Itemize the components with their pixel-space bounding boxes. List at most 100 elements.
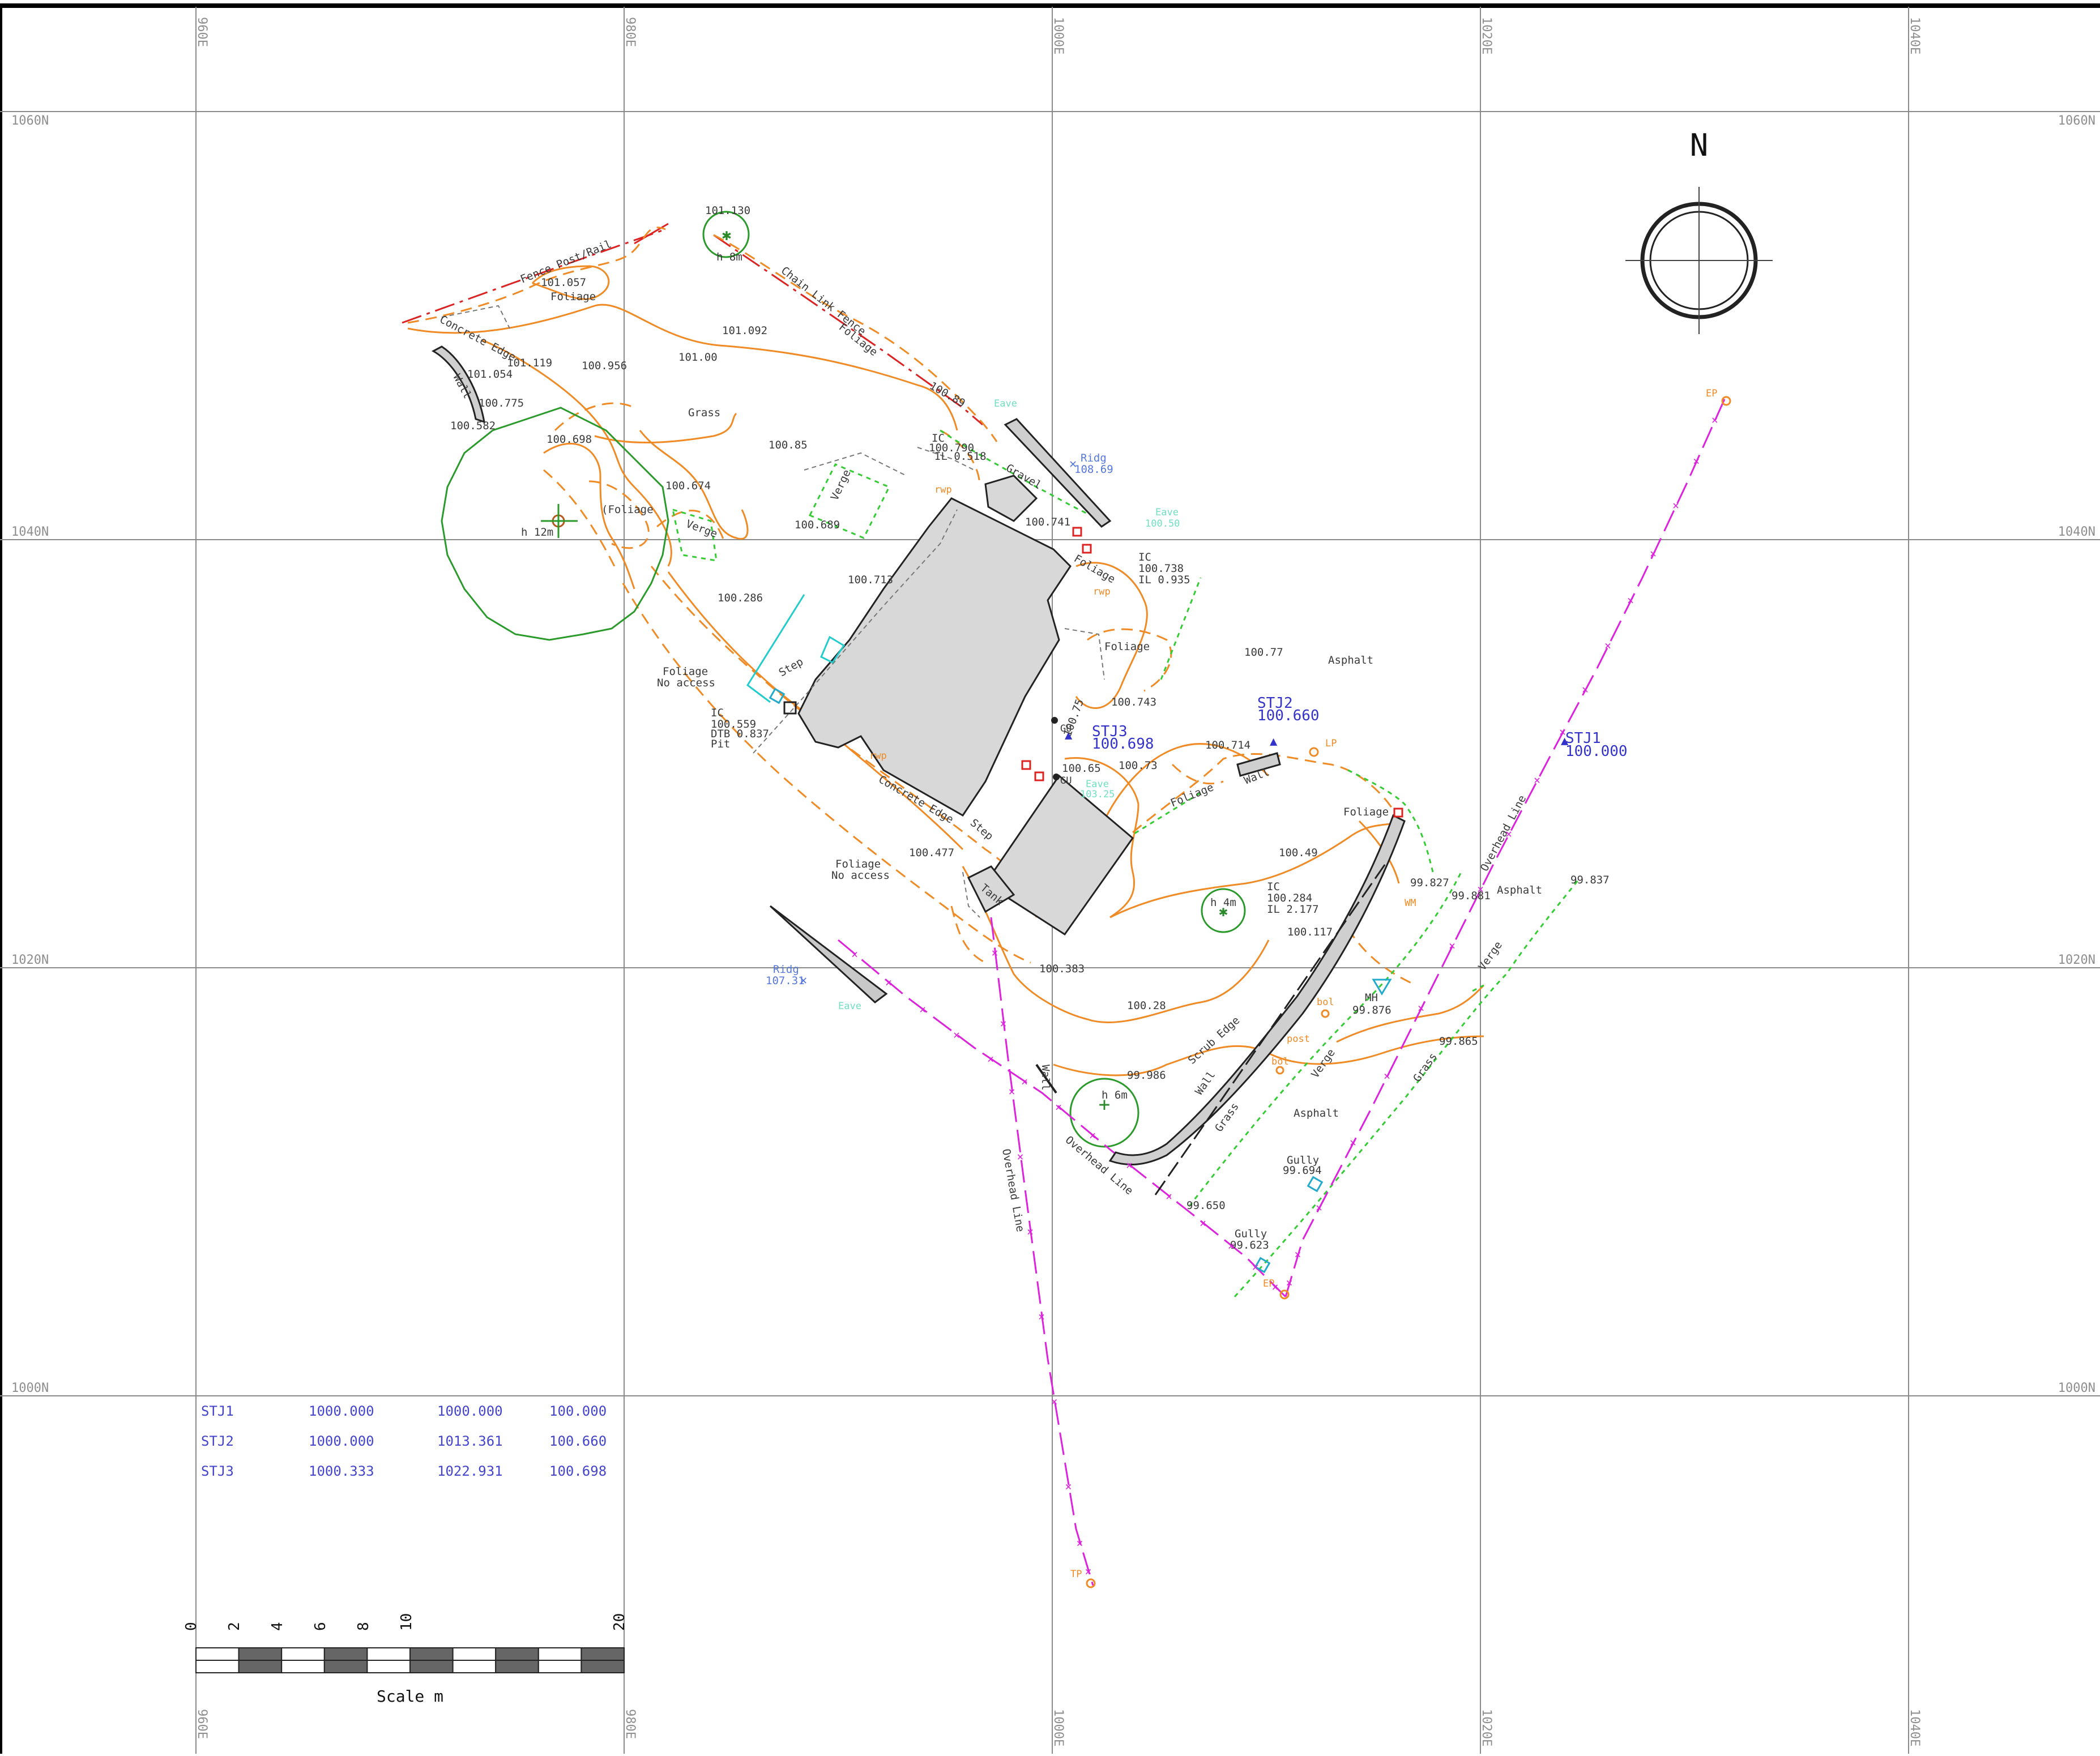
scale-tick-label: 20 xyxy=(611,1613,628,1631)
eave-label: Eave xyxy=(838,1001,861,1012)
scale-bar-title: Scale m xyxy=(377,1687,443,1706)
triangle-icon: ▲ xyxy=(1270,734,1278,749)
cross-icon: × xyxy=(1295,1247,1301,1261)
foliage-edge-west xyxy=(481,339,672,567)
spot-level: 100.698 xyxy=(547,433,592,446)
scale-bar-cell xyxy=(366,1647,411,1661)
rwp-label: rwp xyxy=(934,484,952,495)
ridge-label: Ridg xyxy=(1081,452,1107,464)
cross-icon: × xyxy=(1126,1159,1133,1172)
gully-label: Gully xyxy=(1235,1228,1267,1240)
lamp-label: LP xyxy=(1325,738,1337,749)
rwp-marker-icon xyxy=(1034,771,1044,781)
table-cell-easting: 1000.000 xyxy=(309,1403,374,1419)
cross-icon: × xyxy=(1200,1216,1206,1230)
cross-icon: × xyxy=(885,976,892,989)
lamp-marker-icon xyxy=(1393,807,1403,818)
easting-label-top: 1000E xyxy=(1051,17,1065,54)
inspection-cover-value: IL 2.177 xyxy=(1267,903,1319,916)
easting-label-bottom: 1040E xyxy=(1907,1709,1922,1746)
scale-bar-cell xyxy=(366,1660,411,1673)
scale-tick-label: 0 xyxy=(183,1622,200,1631)
grid-labels: 960E 980E 1000E 1020E 1040E 960E 980E 10… xyxy=(11,17,2095,1746)
spot-level: 100.117 xyxy=(1287,926,1333,938)
cross-icon: × xyxy=(1000,1017,1007,1031)
cross-icon: × xyxy=(919,1003,926,1016)
rwp-label: rwp xyxy=(869,750,887,762)
foliage-patch-small xyxy=(588,480,650,549)
spot-level: 101.119 xyxy=(507,357,552,369)
paving-outlines xyxy=(746,594,846,703)
main-building xyxy=(797,497,1072,817)
overhead-line-south xyxy=(990,917,1094,1586)
eave-value: 100.50 xyxy=(1145,518,1180,529)
scale-bar-cell xyxy=(581,1660,625,1673)
surface-label: Foliage xyxy=(550,290,596,303)
cross-icon: × xyxy=(1477,882,1484,896)
station-height-stj1: 100.000 xyxy=(1565,743,1628,760)
tree-icon: + xyxy=(1099,1093,1110,1116)
bollard-label: bol xyxy=(1317,997,1334,1008)
inspection-cover-value: DTB 0.837 xyxy=(711,728,769,740)
dashed-outline xyxy=(917,447,975,471)
boundaries xyxy=(402,223,983,426)
spot-level: 99.650 xyxy=(1186,1199,1226,1212)
spot-level: 100.49 xyxy=(1279,847,1318,859)
spot-level: 100.383 xyxy=(1039,963,1085,975)
spot-level: 100.477 xyxy=(909,847,954,859)
table-cell-height: 100.000 xyxy=(549,1403,607,1419)
wall-segment xyxy=(1236,752,1281,777)
grid-lines xyxy=(0,7,2100,1754)
ridge-point-icon: ✕ xyxy=(800,973,807,988)
scale-bar-cell xyxy=(581,1647,625,1661)
gully-unit-label: GU xyxy=(1060,723,1072,734)
eave-label: Eave xyxy=(1155,507,1179,518)
manhole-icon xyxy=(1372,979,1392,996)
table-cell-height: 100.698 xyxy=(549,1463,607,1479)
cross-icon: × xyxy=(992,946,998,960)
scale-bar-cell xyxy=(195,1660,240,1673)
northing-label-left: 1040N xyxy=(11,525,49,539)
cross-icon: × xyxy=(1017,1150,1024,1164)
cross-icon: × xyxy=(1384,1069,1390,1083)
table-cell-easting: 1000.000 xyxy=(309,1433,374,1449)
spot-level: 100.741 xyxy=(1025,516,1070,528)
step-outline xyxy=(746,594,805,703)
spot-level: 100.85 xyxy=(769,439,808,451)
foliage-arc xyxy=(656,510,726,544)
surface-label: Foliage xyxy=(835,858,881,870)
feature-symbols xyxy=(769,396,1731,1588)
cross-icon: × xyxy=(1534,774,1540,787)
scale-bar-cell xyxy=(281,1647,325,1661)
grass-verge-edge xyxy=(1472,984,1484,992)
dashed-outline xyxy=(804,452,907,476)
foliage-edge-southeast xyxy=(962,866,1270,1024)
vegetation-outlines xyxy=(407,227,1485,1076)
foliage-edge-north xyxy=(407,304,958,431)
spot-level: 100.713 xyxy=(848,574,893,586)
table-cell-northing: 1022.931 xyxy=(437,1463,503,1479)
control-table-row: STJ1 1000.000 1000.000 100.000 xyxy=(201,1403,607,1419)
cross-icon: × xyxy=(1252,1261,1259,1274)
cross-icon: × xyxy=(1021,1075,1028,1088)
cross-icon: × xyxy=(1166,1190,1172,1203)
spot-level: 101.057 xyxy=(541,276,586,289)
spot-level: 101.092 xyxy=(722,324,767,337)
station-label-stj1: STJ1 xyxy=(1565,730,1601,747)
table-cell-northing: 1013.361 xyxy=(437,1433,503,1449)
gully-icon xyxy=(1307,1176,1324,1193)
scale-bar-cell xyxy=(238,1647,283,1661)
cross-icon: × xyxy=(1051,1395,1058,1408)
electric-pole-icon xyxy=(1279,1289,1290,1300)
easting-label-bottom: 1020E xyxy=(1479,1709,1493,1746)
scale-bar-cell xyxy=(537,1660,582,1673)
spot-level: 99.827 xyxy=(1410,877,1449,889)
surface-label: No access xyxy=(657,677,715,689)
eave-value: 103.25 xyxy=(1080,789,1115,800)
spot-level: 100.28 xyxy=(1127,999,1166,1012)
station-label-stj3: STJ3 xyxy=(1092,723,1128,740)
inspection-cover-value: 100.738 xyxy=(1138,562,1184,575)
cross-icon: × xyxy=(1505,827,1512,841)
scale-bar-cell xyxy=(323,1647,368,1661)
easting-label-top: 960E xyxy=(195,17,209,47)
